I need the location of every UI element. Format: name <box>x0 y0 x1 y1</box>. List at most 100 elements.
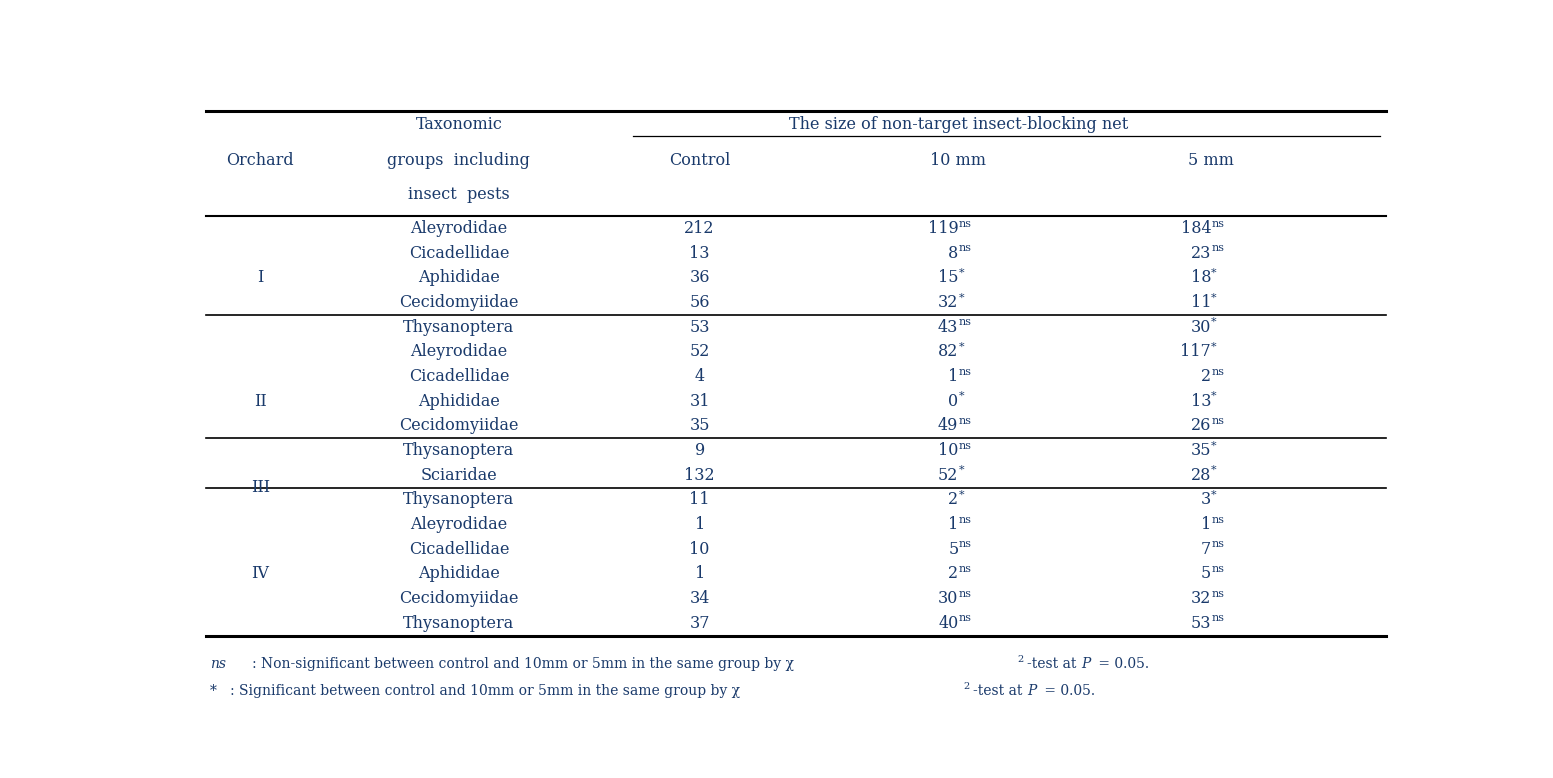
Text: 184: 184 <box>1180 220 1211 237</box>
Text: ns: ns <box>958 440 971 450</box>
Text: II: II <box>255 393 267 410</box>
Text: 31: 31 <box>690 393 710 410</box>
Text: 1: 1 <box>949 368 958 385</box>
Text: 10: 10 <box>690 541 710 558</box>
Text: *: * <box>1211 490 1216 499</box>
Text: Cecidomyiidae: Cecidomyiidae <box>399 417 519 434</box>
Text: Aleyrodidae: Aleyrodidae <box>410 516 508 533</box>
Text: 43: 43 <box>938 319 958 335</box>
Text: 2: 2 <box>963 682 969 691</box>
Text: 23: 23 <box>1191 244 1211 261</box>
Text: 13: 13 <box>690 244 710 261</box>
Text: 52: 52 <box>938 467 958 484</box>
Text: Thysanoptera: Thysanoptera <box>404 615 514 632</box>
Text: = 0.05.: = 0.05. <box>1095 657 1149 671</box>
Text: groups  including: groups including <box>388 152 530 169</box>
Text: 26: 26 <box>1191 417 1211 434</box>
Text: ns: ns <box>958 588 971 598</box>
Text: 37: 37 <box>690 615 710 632</box>
Text: 2: 2 <box>949 492 958 508</box>
Text: *: * <box>210 684 217 698</box>
Text: ns: ns <box>958 244 971 253</box>
Text: -test at: -test at <box>1027 657 1081 671</box>
Text: 32: 32 <box>938 294 958 311</box>
Text: *: * <box>958 342 964 352</box>
Text: Cecidomyiidae: Cecidomyiidae <box>399 294 519 311</box>
Text: *: * <box>1211 342 1216 352</box>
Text: 18: 18 <box>1191 269 1211 286</box>
Text: Thysanoptera: Thysanoptera <box>404 442 514 459</box>
Text: *: * <box>958 268 964 278</box>
Text: *: * <box>958 293 964 303</box>
Text: -test at: -test at <box>972 684 1027 698</box>
Text: 56: 56 <box>690 294 710 311</box>
Text: *: * <box>1211 391 1216 401</box>
Text: 1: 1 <box>1200 516 1211 533</box>
Text: ns: ns <box>1211 244 1224 253</box>
Text: 5 mm: 5 mm <box>1188 152 1235 169</box>
Text: 13: 13 <box>1191 393 1211 410</box>
Text: ns: ns <box>1211 366 1224 377</box>
Text: ns: ns <box>1211 514 1224 524</box>
Text: 9: 9 <box>694 442 705 459</box>
Text: = 0.05.: = 0.05. <box>1041 684 1095 698</box>
Text: I: I <box>258 269 264 286</box>
Text: 212: 212 <box>685 220 714 237</box>
Text: IV: IV <box>252 566 269 583</box>
Text: 28: 28 <box>1191 467 1211 484</box>
Text: 5: 5 <box>949 541 958 558</box>
Text: insect  pests: insect pests <box>408 185 509 202</box>
Text: 35: 35 <box>1191 442 1211 459</box>
Text: ns: ns <box>958 514 971 524</box>
Text: 11: 11 <box>690 492 710 508</box>
Text: 52: 52 <box>690 343 710 360</box>
Text: 36: 36 <box>690 269 710 286</box>
Text: P: P <box>1081 657 1090 671</box>
Text: *: * <box>1211 440 1216 450</box>
Text: ns: ns <box>1211 415 1224 426</box>
Text: Thysanoptera: Thysanoptera <box>404 492 514 508</box>
Text: 2: 2 <box>949 566 958 583</box>
Text: 11: 11 <box>1191 294 1211 311</box>
Text: 2: 2 <box>1017 655 1023 664</box>
Text: ns: ns <box>958 613 971 623</box>
Text: 30: 30 <box>938 590 958 607</box>
Text: Cicadellidae: Cicadellidae <box>408 368 509 385</box>
Text: ns: ns <box>1211 219 1224 229</box>
Text: *: * <box>958 465 964 475</box>
Text: 4: 4 <box>694 368 705 385</box>
Text: 119: 119 <box>927 220 958 237</box>
Text: 1: 1 <box>694 566 705 583</box>
Text: ns: ns <box>958 539 971 549</box>
Text: 53: 53 <box>690 319 710 335</box>
Text: 117: 117 <box>1180 343 1211 360</box>
Text: The size of non-target insect-blocking net: The size of non-target insect-blocking n… <box>789 116 1127 133</box>
Text: P: P <box>1027 684 1036 698</box>
Text: ns: ns <box>1211 564 1224 574</box>
Text: ns: ns <box>210 657 225 671</box>
Text: Aphididae: Aphididae <box>418 566 500 583</box>
Text: 10: 10 <box>938 442 958 459</box>
Text: 32: 32 <box>1191 590 1211 607</box>
Text: 1: 1 <box>949 516 958 533</box>
Text: ns: ns <box>958 415 971 426</box>
Text: Aleyrodidae: Aleyrodidae <box>410 343 508 360</box>
Text: ns: ns <box>958 564 971 574</box>
Text: 30: 30 <box>1191 319 1211 335</box>
Text: ns: ns <box>958 219 971 229</box>
Text: *: * <box>958 391 964 401</box>
Text: 5: 5 <box>1200 566 1211 583</box>
Text: *: * <box>1211 465 1216 475</box>
Text: Taxonomic: Taxonomic <box>416 116 502 133</box>
Text: 10 mm: 10 mm <box>930 152 986 169</box>
Text: *: * <box>958 490 964 499</box>
Text: 34: 34 <box>690 590 710 607</box>
Text: Cecidomyiidae: Cecidomyiidae <box>399 590 519 607</box>
Text: 7: 7 <box>1200 541 1211 558</box>
Text: Cicadellidae: Cicadellidae <box>408 541 509 558</box>
Text: Aleyrodidae: Aleyrodidae <box>410 220 508 237</box>
Text: 82: 82 <box>938 343 958 360</box>
Text: 132: 132 <box>685 467 714 484</box>
Text: 49: 49 <box>938 417 958 434</box>
Text: *: * <box>1211 293 1216 303</box>
